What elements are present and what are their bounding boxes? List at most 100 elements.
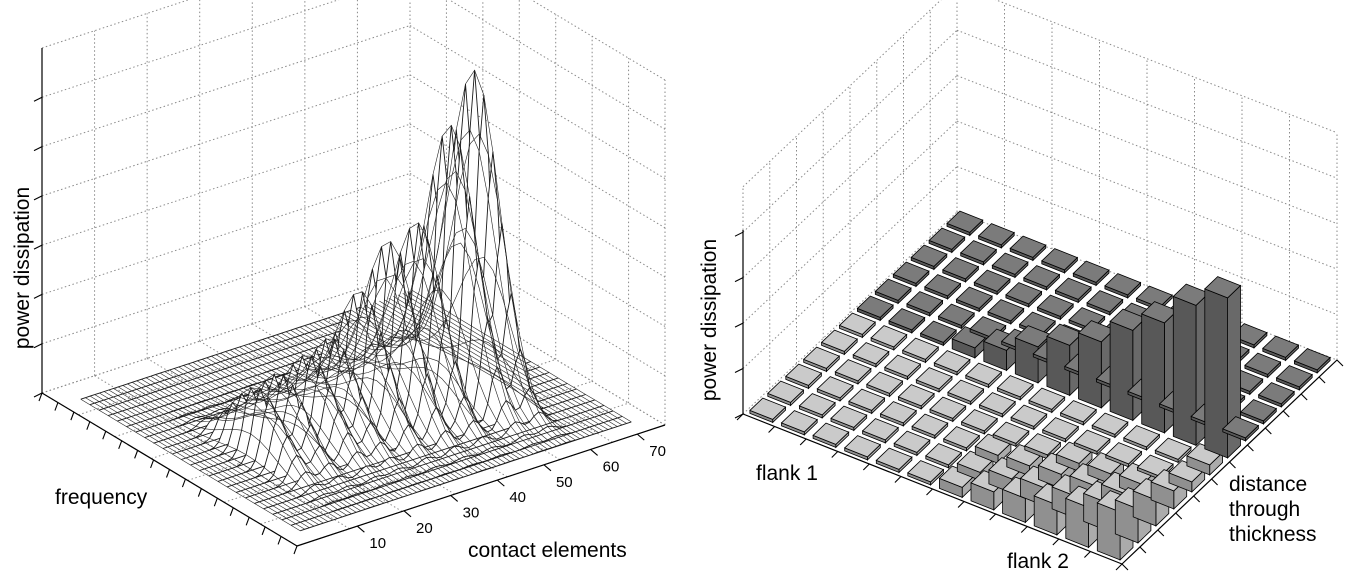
grid-line <box>41 222 411 345</box>
x-axis-label: contact elements <box>468 539 627 562</box>
bar-top <box>830 405 868 428</box>
bar-top <box>933 350 971 373</box>
grid-line <box>41 271 411 394</box>
surface-mesh-line <box>131 382 352 515</box>
surface-mesh-line <box>323 124 543 451</box>
bar3d-chart: flank 1 flank 2 distance through thickness po… <box>698 0 1344 573</box>
bar-face <box>1141 313 1165 434</box>
surface-mesh-line <box>113 388 333 521</box>
bar-top <box>1257 382 1295 405</box>
surface-mesh-line <box>145 377 366 510</box>
x-tick-label: 40 <box>509 489 526 506</box>
bar-top <box>852 342 890 365</box>
x-tick <box>1336 359 1344 367</box>
surface-mesh-line <box>234 291 455 481</box>
bar-top <box>888 308 926 331</box>
z-tick <box>33 343 43 349</box>
z-axis-label: power dissipation <box>11 187 34 349</box>
y-tick <box>165 469 171 478</box>
bar-top <box>820 329 858 352</box>
surface-mesh-line <box>141 379 361 512</box>
z-tick <box>33 96 43 102</box>
bar-top <box>780 410 818 433</box>
bar-top <box>992 421 1030 444</box>
x-tick <box>1264 427 1272 435</box>
bar-top <box>1024 433 1062 456</box>
bar-top <box>1154 437 1192 460</box>
bar-top <box>870 325 908 348</box>
surface-mesh-line <box>183 355 403 498</box>
x-tick <box>1282 410 1290 418</box>
bar-top <box>1005 282 1043 305</box>
surface-mesh-line <box>178 366 399 499</box>
grid-line <box>41 172 411 295</box>
bar-top <box>924 274 962 297</box>
bar-top <box>1091 412 1129 435</box>
y-tick <box>245 517 250 526</box>
bar-top <box>1262 335 1300 358</box>
surface-mesh-line <box>150 375 371 508</box>
x-axis-label-line: thickness <box>1229 523 1317 546</box>
y-tick <box>957 501 965 508</box>
bar-face <box>1109 320 1134 421</box>
bar-top <box>1010 404 1048 427</box>
x-tick <box>357 525 365 533</box>
surface-mesh-line <box>108 389 329 522</box>
z-tick <box>734 277 744 283</box>
y-tick <box>293 545 298 555</box>
grid-line <box>742 166 958 369</box>
grid-line <box>409 172 666 327</box>
z-axis-label: power dissipation <box>698 239 721 401</box>
surface-mesh-line <box>379 300 599 433</box>
bar-top <box>1204 276 1242 299</box>
y-tick <box>1084 551 1091 558</box>
x-tick <box>1121 563 1129 571</box>
bar-top <box>959 240 998 263</box>
z-tick <box>734 368 744 374</box>
surface-mesh-line <box>299 326 520 459</box>
surface-mesh-line <box>164 371 385 504</box>
surface-mesh-line <box>262 241 483 471</box>
y-tick <box>1052 538 1060 546</box>
bar-top <box>911 413 949 436</box>
bar-top <box>956 450 994 473</box>
x-tick-label: 30 <box>463 504 480 521</box>
bar-top <box>991 252 1029 275</box>
bar-top <box>785 363 823 386</box>
bar-top <box>1293 348 1331 371</box>
grid-line <box>41 123 411 246</box>
bar-top <box>848 388 886 411</box>
surface-mesh-line <box>94 394 315 527</box>
bar-top <box>951 326 989 349</box>
x-tick <box>636 433 645 441</box>
z-tick <box>33 293 43 299</box>
y-tick <box>213 497 218 507</box>
y-tick <box>736 413 744 421</box>
surface-mesh-line <box>271 336 492 468</box>
y-tick <box>38 392 43 402</box>
bar-top <box>1054 277 1092 300</box>
grid-line <box>409 25 666 180</box>
grid-line <box>41 25 411 148</box>
x-tick <box>1211 478 1218 486</box>
x-axis-label: distance through thickness <box>1229 473 1317 546</box>
category-label-flank-2: flank 2 <box>1007 550 1069 573</box>
surface-mesh-line <box>169 369 389 502</box>
bar-top <box>812 422 850 445</box>
surface-mesh-line <box>215 354 436 487</box>
bar-top <box>1244 352 1282 375</box>
bar-top <box>929 396 967 419</box>
bar-top <box>1009 235 1047 258</box>
x-axis: 10 20 30 40 50 60 70 <box>38 392 666 555</box>
bar-top <box>928 227 966 250</box>
x-tick <box>450 495 459 502</box>
bar-top <box>879 401 917 424</box>
x-tick <box>590 449 598 456</box>
bar-top <box>925 443 963 466</box>
x-tick <box>1139 546 1147 554</box>
bar-top <box>1041 248 1079 271</box>
bar-top <box>942 426 981 449</box>
bar-top <box>893 430 931 453</box>
bar-top <box>907 460 945 483</box>
surface-mesh-line <box>267 274 487 470</box>
